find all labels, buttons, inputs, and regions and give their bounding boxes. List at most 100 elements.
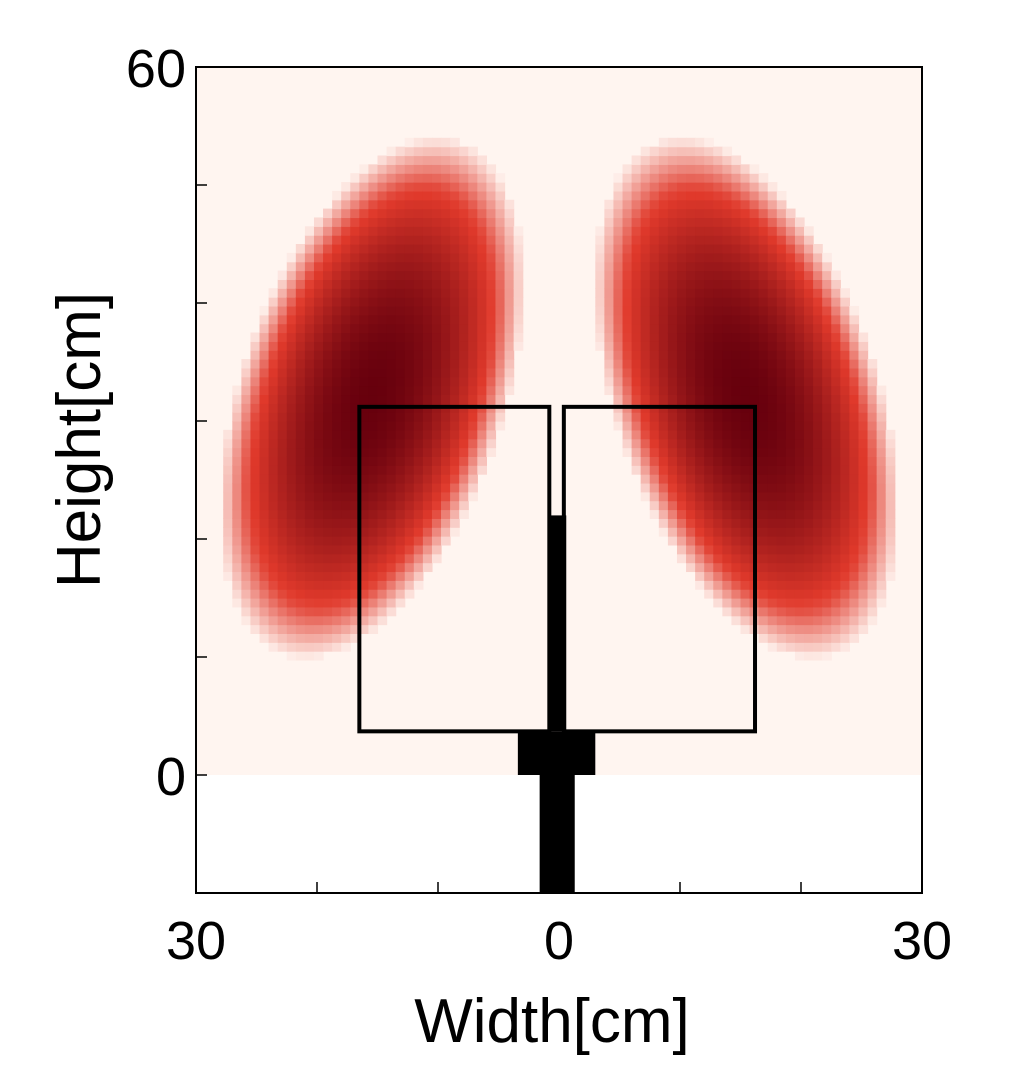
heatmap-cell (431, 252, 442, 263)
heatmap-cell (640, 217, 651, 227)
heatmap-cell (304, 270, 315, 280)
heatmap-cell (794, 482, 805, 493)
heatmap-cell (713, 527, 723, 537)
heatmap-cell (604, 376, 615, 387)
heatmap-cell (731, 500, 742, 511)
heatmap-cell (313, 261, 324, 272)
heatmap-cell (468, 270, 478, 280)
heatmap-cell (459, 500, 469, 511)
heatmap-cell (622, 429, 633, 440)
heatmap-cell (704, 359, 714, 369)
heatmap-cell (295, 438, 306, 449)
heatmap-cell (722, 252, 733, 263)
heatmap-cell (740, 553, 751, 564)
x-axis-label: Width[cm] (414, 987, 690, 1056)
heatmap-cell (431, 544, 442, 555)
heatmap-cell (722, 305, 733, 316)
heatmap-cell (304, 359, 315, 369)
heatmap-cell (332, 429, 342, 440)
heatmap-cell (250, 376, 261, 387)
heatmap-cell (722, 270, 733, 280)
heatmap-cell (441, 164, 451, 174)
heatmap-cell (785, 403, 796, 413)
heatmap-cell (259, 553, 270, 564)
heatmap-cell (459, 412, 469, 422)
heatmap-cell (622, 447, 633, 457)
heatmap-cell (876, 474, 887, 484)
heatmap-cell (431, 279, 442, 289)
heatmap-cell (241, 606, 252, 617)
heatmap-cell (713, 536, 723, 546)
heatmap-cell (676, 297, 687, 307)
heatmap-cell (486, 412, 497, 422)
heatmap-cell (676, 190, 687, 201)
heatmap-cell (885, 500, 896, 511)
heatmap-cell (368, 482, 379, 493)
heatmap-cell (876, 536, 887, 546)
heatmap-cell (885, 527, 896, 537)
heatmap-cell (441, 173, 451, 183)
heatmap-cell (794, 270, 805, 280)
heatmap-cell (631, 465, 642, 475)
heatmap-cell (831, 394, 841, 404)
heatmap-cell (713, 341, 723, 351)
heatmap-cell (767, 438, 778, 449)
heatmap-cell (468, 155, 478, 165)
heatmap-cell (459, 323, 469, 334)
heatmap-cell (286, 385, 297, 396)
heatmap-cell (713, 305, 723, 316)
heatmap-cell (268, 589, 279, 599)
heatmap-cell (450, 482, 460, 493)
heatmap-cell (295, 571, 306, 581)
heatmap-cell (822, 447, 832, 457)
heatmap-cell (323, 261, 333, 272)
heatmap-cell (468, 208, 478, 219)
heatmap-cell (767, 217, 778, 227)
heatmap-cell (631, 270, 642, 280)
heatmap-cell (313, 589, 324, 599)
heatmap-cell (304, 518, 315, 528)
heatmap-cell (840, 412, 850, 422)
heatmap-cell (686, 474, 696, 484)
heatmap-cell (722, 279, 733, 289)
heatmap-cell (350, 474, 360, 484)
heatmap-cell (740, 297, 751, 307)
heatmap-cell (686, 562, 696, 573)
heatmap-cell (740, 376, 751, 387)
heatmap-cell (595, 226, 605, 236)
heatmap-cell (767, 518, 778, 528)
heatmap-cell (468, 164, 478, 174)
heatmap-cell (758, 598, 769, 608)
heatmap-cell (631, 261, 642, 272)
heatmap-cell (831, 571, 841, 581)
heatmap-cell (259, 633, 270, 643)
heatmap-cell (804, 624, 814, 634)
heatmap-cell (450, 456, 460, 466)
heatmap-cell (468, 465, 478, 475)
heatmap-cell (404, 571, 415, 581)
heatmap-cell (686, 190, 696, 201)
heatmap-cell (858, 509, 869, 519)
heatmap-cell (713, 421, 723, 431)
heatmap-cell (422, 332, 433, 342)
heatmap-cell (395, 527, 406, 537)
heatmap-cell (686, 544, 696, 555)
heatmap-cell (313, 412, 324, 422)
heatmap-cell (776, 261, 787, 272)
heatmap-cell (640, 199, 651, 210)
heatmap-cell (831, 580, 841, 590)
heatmap-cell (450, 421, 460, 431)
heatmap-cell (368, 226, 379, 236)
heatmap-cell (277, 606, 288, 617)
heatmap-cell (468, 367, 478, 378)
heatmap-cell (450, 314, 460, 325)
heatmap-cell (785, 376, 796, 387)
heatmap-cell (350, 580, 360, 590)
heatmap-cell (840, 544, 850, 555)
heatmap-cell (695, 553, 705, 564)
heatmap-cell (422, 527, 433, 537)
heatmap-cell (377, 261, 388, 272)
heatmap-cell (350, 367, 360, 378)
heatmap-cell (368, 252, 379, 263)
heatmap-cell (767, 589, 778, 599)
